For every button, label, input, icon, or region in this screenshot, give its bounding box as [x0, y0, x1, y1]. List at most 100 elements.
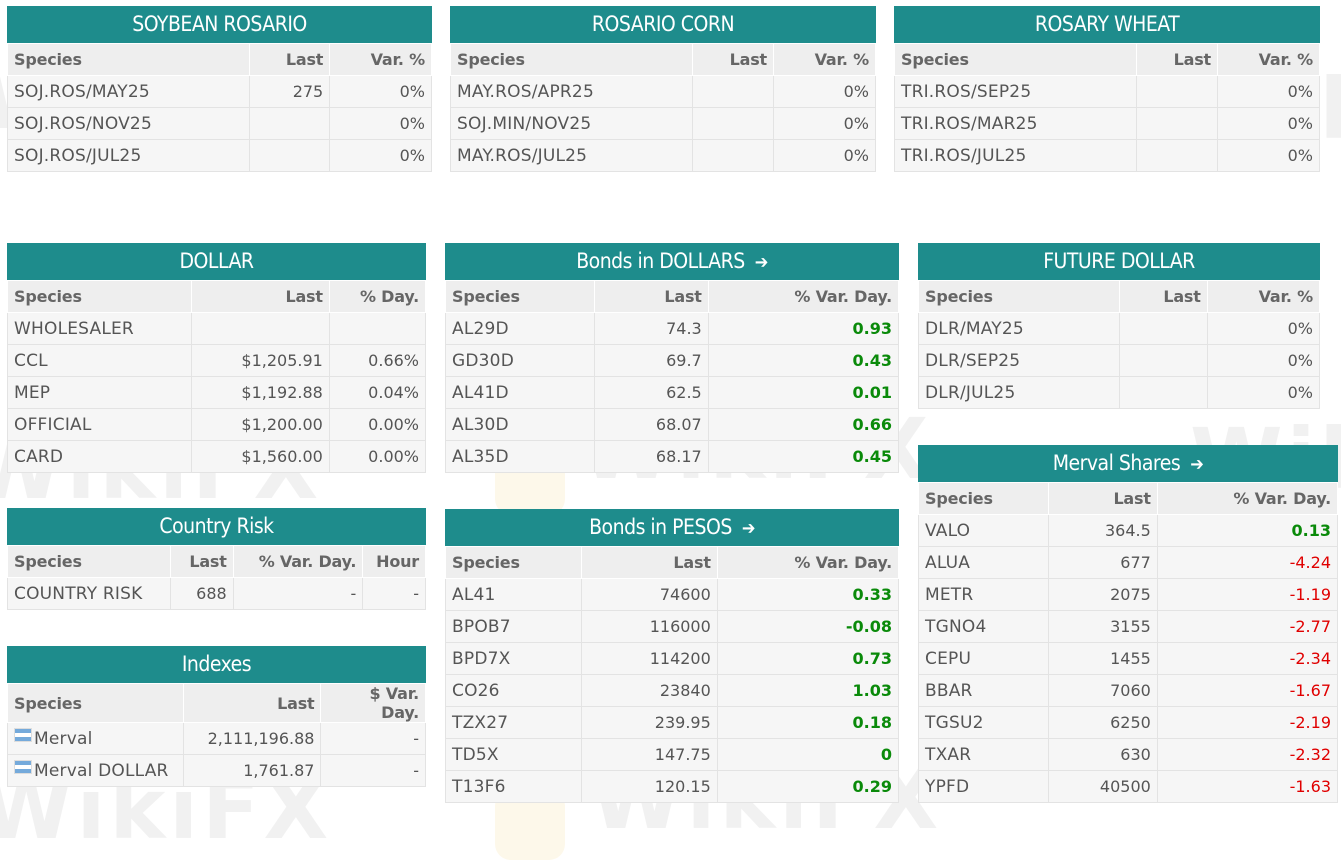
- last-cell: 2075: [1047, 578, 1158, 611]
- var-cell: 0%: [773, 75, 876, 108]
- species-cell: Merval DOLLAR: [7, 754, 184, 787]
- arrow-right-icon: ➔: [1190, 454, 1204, 475]
- var-cell: 1.03: [716, 674, 900, 707]
- species-cell: AL41: [445, 578, 582, 611]
- last-cell: 7060: [1047, 674, 1158, 707]
- var-cell: 0%: [329, 107, 432, 140]
- argentina-flag-icon: [14, 759, 32, 774]
- col-var: Var. %: [1206, 280, 1321, 313]
- species-cell: SOJ.ROS/JUL25: [7, 139, 250, 172]
- species-cell: AL30D: [444, 408, 596, 441]
- var-cell: -: [232, 577, 364, 610]
- col-var: $ Var. Day.: [320, 683, 426, 723]
- col-species: Species: [449, 43, 694, 76]
- species-label: Merval DOLLAR: [34, 760, 169, 781]
- species-cell: COUNTRY RISK: [6, 577, 172, 610]
- merval-shares-table: Species Last % Var. Day. VALO 364.5 0.13…: [918, 482, 1339, 803]
- col-species: Species: [7, 43, 250, 76]
- table-row: DLR/MAY25 0%: [918, 312, 1321, 345]
- last-cell: 74600: [580, 578, 718, 611]
- col-last: Last: [248, 43, 331, 76]
- species-cell: AL29D: [444, 312, 596, 345]
- var-cell: 0%: [329, 75, 432, 108]
- last-cell: 3155: [1047, 610, 1158, 643]
- panel-title: Bonds in PESOS: [589, 515, 732, 539]
- var-cell: 0%: [1217, 107, 1320, 140]
- col-var: Var. %: [329, 43, 432, 76]
- col-var: % Var. Day.: [232, 545, 364, 578]
- panel-title: Indexes: [7, 646, 426, 683]
- species-cell: T13F6: [445, 770, 582, 803]
- panel-future-dollar: FUTURE DOLLAR Species Last Var. % DLR/MA…: [918, 243, 1321, 409]
- col-species: Species: [918, 482, 1049, 515]
- last-cell: [248, 107, 331, 140]
- last-cell: [1118, 376, 1208, 409]
- species-cell: AL35D: [444, 440, 596, 473]
- species-cell: MAY.ROS/JUL25: [449, 139, 694, 172]
- col-last: Last: [580, 546, 718, 579]
- var-cell: 0.29: [716, 770, 900, 803]
- var-cell: -1.19: [1156, 578, 1339, 611]
- table-row: SOJ.ROS/NOV25 0%: [7, 107, 432, 140]
- wheat-table: Species Last Var. % TRI.ROS/SEP25 0% TRI…: [893, 43, 1320, 172]
- last-cell: 68.07: [594, 408, 709, 441]
- col-last: Last: [1118, 280, 1208, 313]
- var-cell: 0.00%: [328, 408, 427, 441]
- last-cell: $1,192.88: [190, 376, 330, 409]
- col-var: % Var. Day.: [707, 280, 900, 313]
- table-row: TRI.ROS/MAR25 0%: [893, 107, 1320, 140]
- var-cell: 0.45: [707, 440, 900, 473]
- var-cell: 0.66: [707, 408, 900, 441]
- var-cell: [328, 312, 427, 345]
- bonds-dollars-link[interactable]: Bonds in DOLLARS ➔: [445, 243, 899, 280]
- var-cell: 0%: [329, 139, 432, 172]
- table-row: GD30D 69.7 0.43: [444, 344, 900, 377]
- table-row: AL29D 74.3 0.93: [444, 312, 900, 345]
- var-cell: 0.73: [716, 642, 900, 675]
- var-cell: 0.18: [716, 706, 900, 739]
- species-cell: BPOB7: [445, 610, 582, 643]
- table-row: WHOLESALER: [7, 312, 427, 345]
- species-cell: TGSU2: [918, 706, 1049, 739]
- species-cell: CARD: [7, 440, 192, 473]
- panel-bonds-dollars: Bonds in DOLLARS ➔ Species Last % Var. Da…: [444, 243, 900, 473]
- species-cell: CEPU: [918, 642, 1049, 675]
- col-last: Last: [1136, 43, 1218, 76]
- last-cell: 114200: [580, 642, 718, 675]
- species-cell: SOJ.MIN/NOV25: [449, 107, 694, 140]
- col-var: Var. %: [773, 43, 876, 76]
- species-cell: CO26: [445, 674, 582, 707]
- species-cell: Merval: [7, 722, 184, 755]
- table-row: METR 2075 -1.19: [918, 578, 1339, 611]
- last-cell: 116000: [580, 610, 718, 643]
- table-row: TRI.ROS/SEP25 0%: [893, 75, 1320, 108]
- last-cell: 147.75: [580, 738, 718, 771]
- last-cell: 23840: [580, 674, 718, 707]
- last-cell: 120.15: [580, 770, 718, 803]
- species-cell: BPD7X: [445, 642, 582, 675]
- panel-title: Country Risk: [7, 508, 426, 545]
- var-cell: -1.63: [1156, 770, 1339, 803]
- col-species: Species: [444, 280, 596, 313]
- table-row: MEP $1,192.88 0.04%: [7, 376, 427, 409]
- last-cell: 239.95: [580, 706, 718, 739]
- var-cell: 0.04%: [328, 376, 427, 409]
- table-row: TXAR 630 -2.32: [918, 738, 1339, 771]
- table-row: VALO 364.5 0.13: [918, 514, 1339, 547]
- col-last: Last: [594, 280, 709, 313]
- var-cell: -2.19: [1156, 706, 1339, 739]
- table-row: AL41D 62.5 0.01: [444, 376, 900, 409]
- var-cell: 0%: [1217, 139, 1320, 172]
- bonds-pesos-link[interactable]: Bonds in PESOS ➔: [445, 509, 899, 546]
- last-cell: [1136, 107, 1218, 140]
- last-cell: [190, 312, 330, 345]
- panel-title: FUTURE DOLLAR: [918, 243, 1320, 280]
- col-species: Species: [893, 43, 1138, 76]
- var-cell: -2.32: [1156, 738, 1339, 771]
- merval-shares-link[interactable]: Merval Shares ➔: [918, 445, 1338, 482]
- bonds-dollars-table: Species Last % Var. Day. AL29D 74.3 0.93…: [444, 280, 900, 473]
- panel-title: SOYBEAN ROSARIO: [7, 6, 432, 43]
- table-row: BPOB7 116000 -0.08: [445, 610, 900, 643]
- last-cell: [692, 75, 774, 108]
- species-cell: TGNO4: [918, 610, 1049, 643]
